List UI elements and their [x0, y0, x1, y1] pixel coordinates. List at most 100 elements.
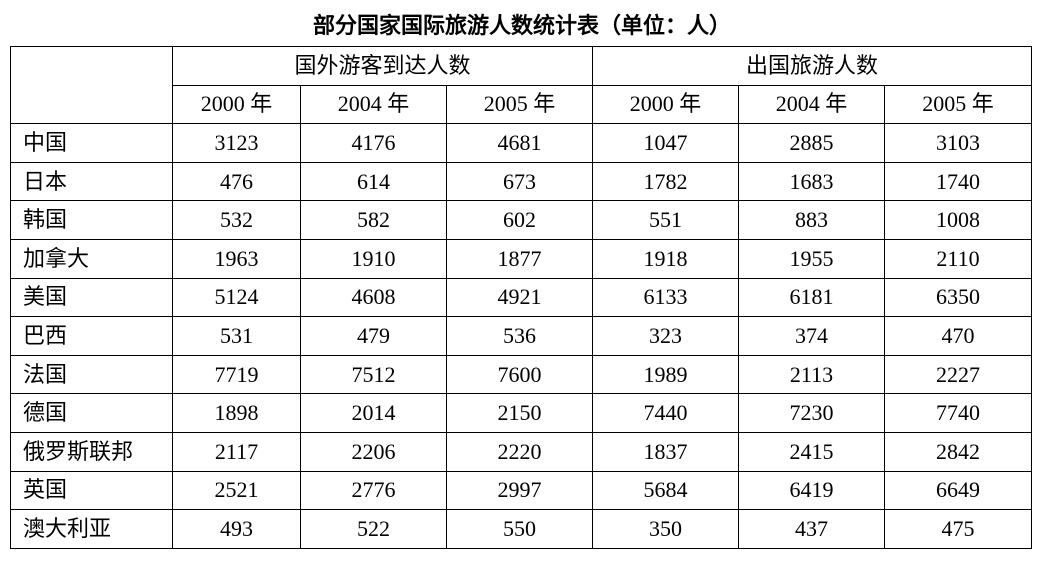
value-cell: 2997 [446, 470, 593, 511]
value-cell: 2110 [884, 238, 1032, 279]
value-cell: 1047 [592, 123, 739, 163]
value-cell: 2113 [738, 354, 885, 395]
value-cell: 883 [738, 200, 885, 240]
value-cell: 522 [300, 509, 447, 549]
value-cell: 2220 [446, 431, 593, 472]
data-row: 日本 476 614 673 1782 1683 1740 [10, 161, 1032, 202]
value-cell: 1963 [172, 238, 301, 279]
value-cell: 1008 [884, 200, 1032, 240]
value-cell: 1782 [592, 161, 739, 202]
value-cell: 551 [592, 200, 739, 240]
value-cell: 2117 [172, 431, 301, 472]
value-cell: 2885 [738, 123, 885, 163]
value-cell: 4608 [300, 277, 447, 318]
value-cell: 7440 [592, 393, 739, 433]
value-cell: 7719 [172, 354, 301, 395]
table: 国外游客到达人数 出国旅游人数 2000 年 2004 年 2005 年 2000 年 20… [10, 45, 1032, 549]
value-cell: 673 [446, 161, 593, 202]
value-cell: 493 [172, 509, 301, 549]
value-cell: 550 [446, 509, 593, 549]
country-cell: 英国 [10, 470, 173, 511]
data-row: 巴西 531 479 536 323 374 470 [10, 316, 1032, 356]
year-header: 2005 年 [446, 84, 593, 125]
country-cell: 韩国 [10, 200, 173, 240]
value-cell: 2227 [884, 354, 1032, 395]
value-cell: 4921 [446, 277, 593, 318]
header-row: 国外游客到达人数 出国旅游人数 [10, 45, 1032, 125]
value-cell: 1898 [172, 393, 301, 433]
value-cell: 1877 [446, 238, 593, 279]
data-row: 韩国 532 582 602 551 883 1008 [10, 200, 1032, 240]
value-cell: 1683 [738, 161, 885, 202]
value-cell: 5124 [172, 277, 301, 318]
value-cell: 2521 [172, 470, 301, 511]
value-cell: 1740 [884, 161, 1032, 202]
value-cell: 531 [172, 316, 301, 356]
country-cell: 德国 [10, 393, 173, 433]
value-cell: 3103 [884, 123, 1032, 163]
value-cell: 6350 [884, 277, 1032, 318]
value-cell: 2206 [300, 431, 447, 472]
value-cell: 437 [738, 509, 885, 549]
value-cell: 476 [172, 161, 301, 202]
value-cell: 1837 [592, 431, 739, 472]
year-header: 2000 年 [592, 84, 739, 125]
country-cell: 澳大利亚 [10, 509, 173, 549]
data-row: 俄罗斯联邦 2117 2206 2220 1837 2415 2842 [10, 431, 1032, 472]
country-cell: 中国 [10, 123, 173, 163]
value-cell: 1989 [592, 354, 739, 395]
value-cell: 470 [884, 316, 1032, 356]
value-cell: 602 [446, 200, 593, 240]
value-cell: 4681 [446, 123, 593, 163]
title: 部分国家国际旅游人数统计表（单位：人） [312, 14, 731, 39]
value-cell: 7600 [446, 354, 593, 395]
value-cell: 350 [592, 509, 739, 549]
value-cell: 3123 [172, 123, 301, 163]
header-row: 2000 年 2004 年 2005 年 2000 年 2004 年 2005 年 [11, 84, 1032, 125]
value-cell: 1918 [592, 238, 739, 279]
country-cell: 日本 [10, 161, 173, 202]
value-cell: 1955 [738, 238, 885, 279]
data-row: 美国 5124 4608 4921 6133 6181 6350 [10, 277, 1032, 318]
value-cell: 6181 [738, 277, 885, 318]
group-header: 出国旅游人数 [592, 46, 1032, 86]
country-cell: 巴西 [10, 316, 173, 356]
value-cell: 6419 [738, 470, 885, 511]
value-cell: 479 [300, 316, 447, 356]
group-header: 国外游客到达人数 [172, 46, 593, 86]
country-cell: 俄罗斯联邦 [10, 431, 173, 472]
value-cell: 7230 [738, 393, 885, 433]
value-cell: 6649 [884, 470, 1032, 511]
value-cell: 2415 [738, 431, 885, 472]
data-row: 中国 3123 4176 4681 1047 2885 3103 [10, 123, 1032, 163]
data-row: 英国 2521 2776 2997 5684 6419 6649 [10, 470, 1032, 511]
value-cell: 7512 [300, 354, 447, 395]
value-cell: 374 [738, 316, 885, 356]
value-cell: 7740 [884, 393, 1032, 433]
value-cell: 2150 [446, 393, 593, 433]
year-header: 2000 年 [172, 84, 301, 125]
value-cell: 532 [172, 200, 301, 240]
year-header: 2004 年 [300, 84, 447, 125]
data-row: 法国 7719 7512 7600 1989 2113 2227 [10, 354, 1032, 395]
year-header: 2004 年 [738, 84, 885, 125]
value-cell: 1910 [300, 238, 447, 279]
country-cell: 加拿大 [10, 238, 173, 279]
corner-cell [10, 45, 173, 125]
value-cell: 4176 [300, 123, 447, 163]
value-cell: 475 [884, 509, 1032, 549]
value-cell: 5684 [592, 470, 739, 511]
value-cell: 582 [300, 200, 447, 240]
value-cell: 2776 [300, 470, 447, 511]
value-cell: 536 [446, 316, 593, 356]
value-cell: 614 [300, 161, 447, 202]
value-cell: 2842 [884, 431, 1032, 472]
country-cell: 法国 [10, 354, 173, 395]
value-cell: 2014 [300, 393, 447, 433]
year-header: 2005 年 [884, 84, 1032, 125]
value-cell: 323 [592, 316, 739, 356]
data-row: 德国 1898 2014 2150 7440 7230 7740 [10, 393, 1032, 433]
value-cell: 6133 [592, 277, 739, 318]
country-cell: 美国 [10, 277, 173, 318]
